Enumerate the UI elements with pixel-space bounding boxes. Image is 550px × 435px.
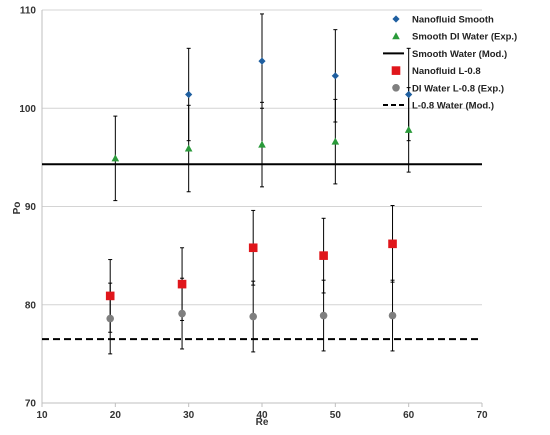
y-tick-label: 100 bbox=[19, 104, 36, 115]
data-markers bbox=[105, 57, 413, 323]
data-point-triangle bbox=[404, 125, 413, 133]
legend-marker-diamond bbox=[392, 15, 400, 23]
legend-label: Smooth DI Water (Exp.) bbox=[412, 32, 517, 43]
data-point-circle bbox=[388, 311, 397, 320]
error-bars bbox=[108, 13, 411, 355]
y-tick-label: 80 bbox=[25, 300, 37, 311]
data-point-square bbox=[248, 243, 258, 253]
data-point-triangle bbox=[111, 154, 120, 162]
data-point-diamond bbox=[258, 57, 266, 65]
x-tick-label: 50 bbox=[330, 410, 342, 421]
data-point-triangle bbox=[184, 144, 193, 152]
data-point-square bbox=[177, 279, 187, 289]
y-tick-label: 70 bbox=[25, 399, 37, 410]
legend-label: Smooth Water (Mod.) bbox=[412, 49, 507, 60]
x-tick-label: 40 bbox=[256, 410, 268, 421]
data-point-circle bbox=[106, 314, 114, 323]
legend-marker-triangle bbox=[392, 32, 400, 40]
legend-marker-square bbox=[391, 66, 401, 75]
data-point-diamond bbox=[185, 90, 193, 99]
legend-marker-circle bbox=[392, 84, 400, 92]
data-point-circle bbox=[178, 309, 186, 318]
x-axis-title: Re bbox=[256, 417, 269, 428]
legend-label: L-0.8 Water (Mod.) bbox=[412, 101, 494, 112]
y-tick-label: 90 bbox=[25, 202, 37, 213]
y-axis-title: Po bbox=[12, 202, 23, 215]
x-tick-label: 20 bbox=[110, 410, 122, 421]
data-point-square bbox=[319, 251, 328, 260]
legend-label: Nanofluid L-0.8 bbox=[412, 66, 481, 77]
data-point-triangle bbox=[331, 137, 340, 145]
y-tick-labels: 70 80 90 100 110 bbox=[19, 6, 36, 410]
y-tick-label: 110 bbox=[20, 6, 37, 17]
data-point-diamond bbox=[405, 90, 413, 99]
legend-label: DI Water L-0.8 (Exp.) bbox=[412, 83, 504, 94]
x-tick-label: 60 bbox=[403, 410, 415, 421]
x-tick-labels: 10 20 30 40 50 60 70 bbox=[36, 403, 488, 421]
data-point-triangle bbox=[258, 140, 266, 148]
data-point-circle bbox=[319, 311, 328, 320]
x-tick-label: 70 bbox=[476, 410, 488, 421]
x-tick-label: 30 bbox=[183, 410, 195, 421]
legend-label: Nanofluid Smooth bbox=[412, 15, 494, 26]
model-lines bbox=[42, 163, 482, 341]
data-point-diamond bbox=[331, 72, 339, 80]
legend: Nanofluid Smooth Smooth DI Water (Exp.) Sm… bbox=[383, 15, 517, 112]
data-point-square bbox=[105, 291, 115, 301]
data-point-square bbox=[388, 239, 397, 249]
x-tick-label: 10 bbox=[36, 410, 48, 421]
data-point-circle bbox=[249, 312, 257, 321]
